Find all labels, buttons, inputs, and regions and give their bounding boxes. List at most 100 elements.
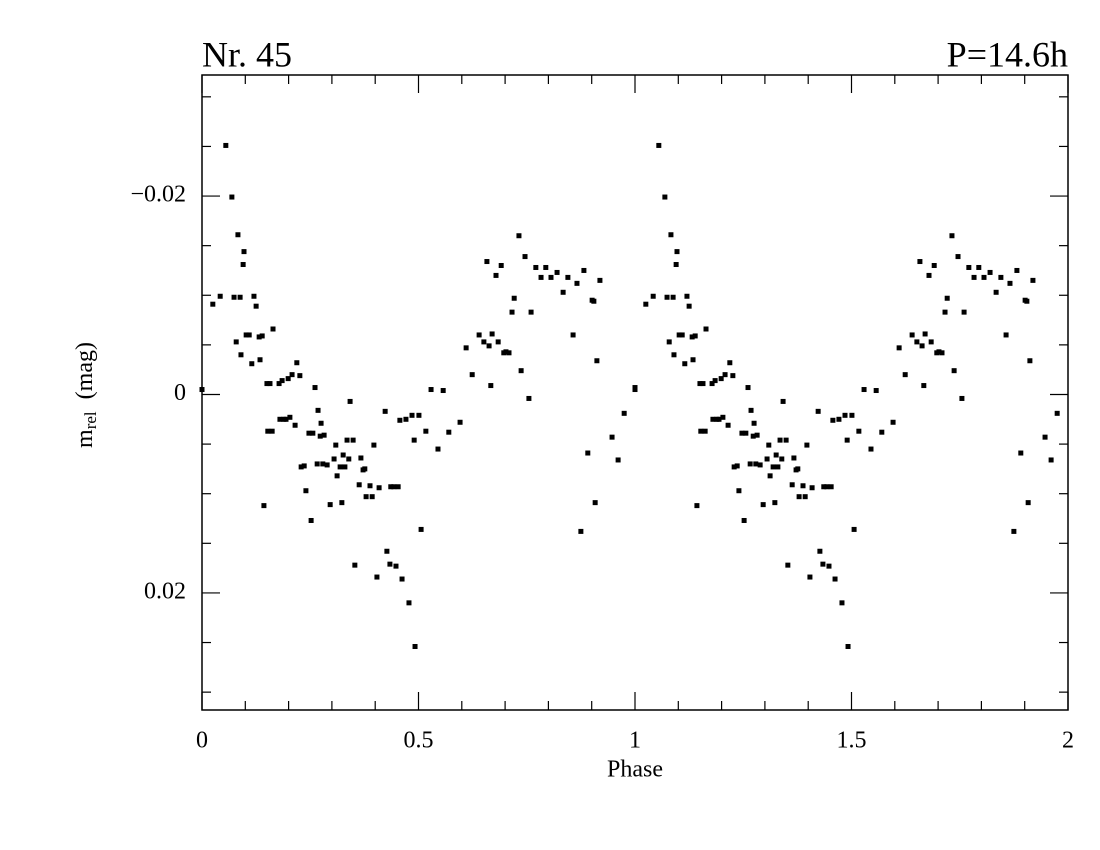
data-point [1003, 332, 1009, 338]
data-point [1007, 280, 1013, 286]
data-point [533, 264, 539, 270]
data-point [949, 233, 955, 239]
data-point [503, 349, 509, 355]
data-point [809, 485, 815, 491]
data-point [673, 262, 679, 268]
data-point [832, 576, 838, 582]
data-point [327, 502, 333, 508]
data-point [543, 264, 549, 270]
data-point [256, 334, 262, 340]
data-point [739, 430, 745, 436]
data-point [1030, 277, 1036, 283]
data-point [399, 576, 405, 582]
data-point [486, 343, 492, 349]
data-point [509, 309, 515, 315]
data-point [670, 294, 676, 300]
data-point [528, 309, 534, 315]
data-point [976, 264, 982, 270]
data-point [257, 357, 263, 363]
data-point [703, 326, 709, 332]
data-point [917, 259, 923, 265]
data-point [796, 494, 802, 500]
data-point [334, 473, 340, 479]
data-point [481, 339, 487, 345]
data-point [718, 376, 724, 382]
y-axis-label: mrel (mag) [72, 342, 100, 448]
data-point [689, 334, 695, 340]
data-point [773, 452, 779, 458]
data-point [303, 488, 309, 494]
data-point [993, 289, 999, 295]
x-tick-label: 1.5 [837, 728, 867, 754]
plot-frame [201, 74, 1069, 711]
data-point [722, 372, 728, 378]
data-point [493, 272, 499, 278]
data-point [384, 548, 390, 554]
data-point [409, 412, 415, 418]
data-point [955, 254, 961, 260]
data-point [581, 267, 587, 273]
data-point [199, 387, 205, 393]
data-point [757, 462, 763, 468]
data-point [418, 526, 424, 532]
data-point [339, 500, 345, 506]
data-point [817, 548, 823, 554]
y-axis-label-unit: (mag) [72, 342, 98, 399]
data-point [554, 269, 560, 275]
data-point [246, 332, 252, 338]
data-point [411, 437, 417, 443]
data-point [1054, 410, 1060, 416]
data-point [668, 232, 674, 238]
chart-title: Nr. 45 [202, 34, 292, 74]
data-point [324, 462, 330, 468]
data-point [720, 414, 726, 420]
data-point [789, 482, 795, 488]
data-point [440, 388, 446, 394]
data-point [772, 500, 778, 506]
data-point [574, 280, 580, 286]
data-point [253, 303, 259, 309]
data-point [971, 274, 977, 280]
data-point [736, 488, 742, 494]
y-axis-label-main: m [72, 429, 98, 448]
data-point [779, 456, 785, 462]
data-point [747, 461, 753, 467]
data-point [298, 464, 304, 470]
data-point [766, 442, 772, 448]
data-point [842, 412, 848, 418]
data-point [489, 331, 495, 337]
data-point [259, 333, 265, 339]
data-point [725, 422, 731, 428]
data-point [791, 455, 797, 461]
data-point [615, 457, 621, 463]
data-point [423, 428, 429, 434]
data-point [233, 339, 239, 345]
y-axis-label-subscript: rel [81, 411, 100, 429]
data-point [830, 417, 836, 423]
data-point [1025, 500, 1031, 506]
data-point [694, 503, 700, 509]
data-point [308, 517, 314, 523]
data-point [802, 494, 808, 500]
data-point [240, 262, 246, 268]
data-point [710, 416, 716, 422]
data-point [428, 387, 434, 393]
data-point [712, 378, 718, 384]
data-point [416, 412, 422, 418]
data-point [856, 428, 862, 434]
data-point [522, 254, 528, 260]
data-point [287, 414, 293, 420]
data-point [484, 259, 490, 265]
data-point [1014, 267, 1020, 273]
data-point [412, 644, 418, 649]
data-point [352, 562, 358, 568]
data-point [565, 274, 571, 280]
data-point [276, 381, 282, 387]
data-point [998, 274, 1004, 280]
data-point [585, 450, 591, 456]
data-point [391, 484, 397, 490]
data-point [807, 574, 813, 580]
data-point [709, 381, 715, 387]
data-point [750, 433, 756, 439]
